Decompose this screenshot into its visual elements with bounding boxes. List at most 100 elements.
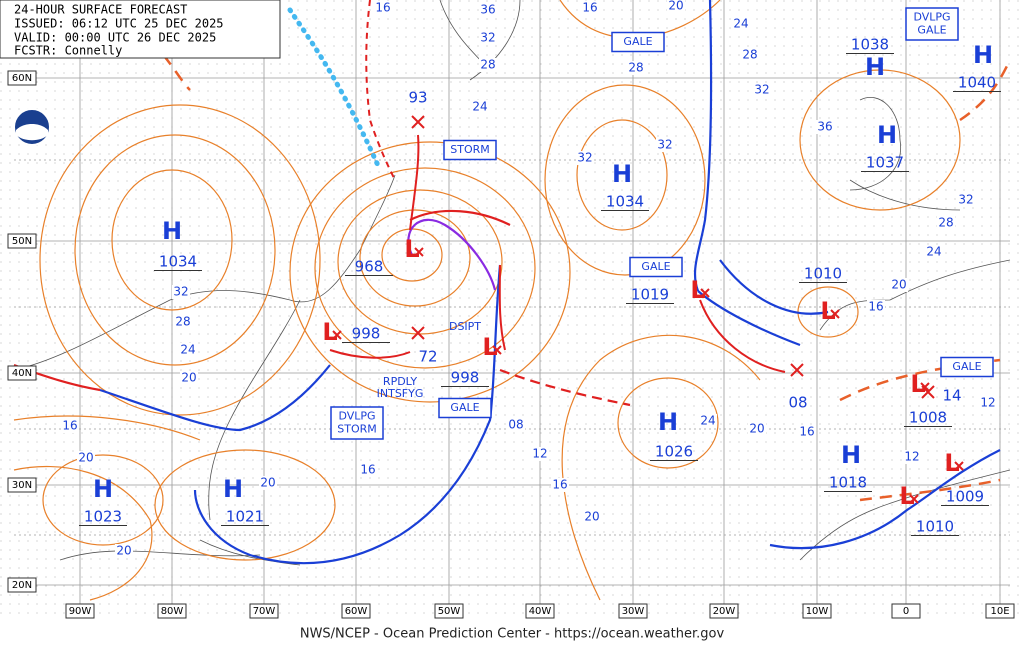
high-symbol: H [612, 160, 632, 188]
isobar-label-bg [699, 414, 717, 428]
latitude-label-box [7, 70, 37, 86]
pressure-label: 1010 [916, 518, 954, 536]
isobar-label: 20 [116, 544, 131, 558]
isobar-label-bg [957, 193, 975, 207]
isobar-label-bg [77, 451, 95, 465]
pressure-label: 1010 [804, 265, 842, 283]
isobar-label: 28 [938, 216, 953, 230]
isobar-label-bg [925, 245, 943, 259]
longitude-label-box [618, 603, 648, 619]
pressure-label: 1040 [958, 74, 996, 92]
annotation: DSIPT [449, 320, 481, 333]
longitude-label: 90W [69, 606, 92, 617]
pressure-label: 1037 [866, 154, 904, 172]
warning-box [629, 256, 683, 278]
isobar-label: 20 [584, 510, 599, 524]
low-center-mark [954, 461, 964, 471]
warning-label: GALE [952, 360, 981, 373]
freezing-spray [287, 7, 383, 173]
latitude-label-box [7, 365, 37, 381]
isobar-label: 16 [360, 463, 375, 477]
isobar-label-bg [359, 463, 377, 477]
header-title: 24-HOUR SURFACE FORECAST [14, 3, 187, 17]
latitude-label: 20N [12, 580, 32, 591]
longitude-label: 10E [990, 606, 1009, 617]
forecast-position [411, 326, 425, 340]
header-box [0, 0, 281, 59]
pressure-label: 998 [352, 325, 381, 343]
footer-band [0, 620, 1024, 652]
longitude-label-box [985, 603, 1015, 619]
high-symbol: H [841, 441, 861, 469]
latitude-label: 60N [12, 73, 32, 84]
cold-front [719, 259, 829, 315]
warning-box [438, 397, 492, 419]
isobar-label: 32 [754, 83, 769, 97]
isobar-label: 28 [742, 48, 757, 62]
isobar-label: 32 [958, 193, 973, 207]
ice-edge [365, 0, 396, 181]
isobar-label-bg [479, 58, 497, 72]
warning-label: DVLPG [913, 11, 950, 24]
warm-front [499, 368, 631, 407]
occluded-front [407, 218, 497, 291]
isobar-label-bg [667, 0, 685, 13]
warning-box [940, 356, 994, 378]
isobar-label: 24 [180, 343, 195, 357]
pressure-underline [861, 171, 909, 172]
isobar-label-bg [798, 425, 816, 439]
pressure-label: 1034 [159, 253, 197, 271]
forecast-position [411, 115, 425, 129]
isobar-label-bg [172, 285, 190, 299]
isobar-label-bg [890, 278, 908, 292]
isobar-label-bg [753, 83, 771, 97]
cold-front [693, 0, 713, 292]
longitude-label-box [802, 603, 832, 619]
low-center-mark [492, 345, 502, 355]
isobar-label: 20 [78, 451, 93, 465]
isobar-label-bg [61, 419, 79, 433]
forecast-pressure: 93 [408, 89, 427, 107]
longitude-label: 60W [345, 606, 368, 617]
warning-label: GALE [623, 35, 652, 48]
isobar-label-bg [748, 422, 766, 436]
longitude-label-box [65, 603, 95, 619]
high-symbol: H [223, 475, 243, 503]
warning-box [330, 406, 384, 440]
longitude-label: 30W [622, 606, 645, 617]
isobar-label-bg [551, 478, 569, 492]
isobar-label: 20 [891, 278, 906, 292]
pressure-label: 1026 [655, 443, 693, 461]
pressure-label: 1021 [226, 508, 264, 526]
isobar-label: 28 [480, 58, 495, 72]
isobar-label-bg [531, 447, 549, 461]
pressure-underline [79, 525, 127, 526]
annotation: INTSFYG [377, 387, 424, 400]
warning-box [443, 139, 497, 161]
pressure-label: 968 [355, 258, 384, 276]
isobar-label-bg [656, 138, 674, 152]
warning-label: GALE [641, 260, 670, 273]
warning-label: STORM [337, 423, 377, 436]
latitude-label-box [7, 477, 37, 493]
isobar-label: 24 [926, 245, 941, 259]
low-center-mark [830, 309, 840, 319]
isobar-label-bg [471, 100, 489, 114]
pressure-underline [601, 210, 649, 211]
pressure-underline [824, 491, 872, 492]
low-center-mark [909, 494, 919, 504]
pressure-label: 1034 [606, 193, 644, 211]
isobar-label-bg [576, 151, 594, 165]
isobar-label: 16 [799, 425, 814, 439]
isobar-label-bg [867, 300, 885, 314]
low-center-mark [920, 382, 930, 392]
low-center-mark [414, 247, 424, 257]
isobar-label-bg [180, 371, 198, 385]
isobar-label-bg [583, 510, 601, 524]
isobar-label-bg [732, 17, 750, 31]
isobar-label-bg [115, 544, 133, 558]
latitude-label: 40N [12, 368, 32, 379]
isobar-label: 36 [817, 120, 832, 134]
longitude-label-box [891, 603, 921, 619]
isobar-label: 36 [480, 3, 495, 17]
